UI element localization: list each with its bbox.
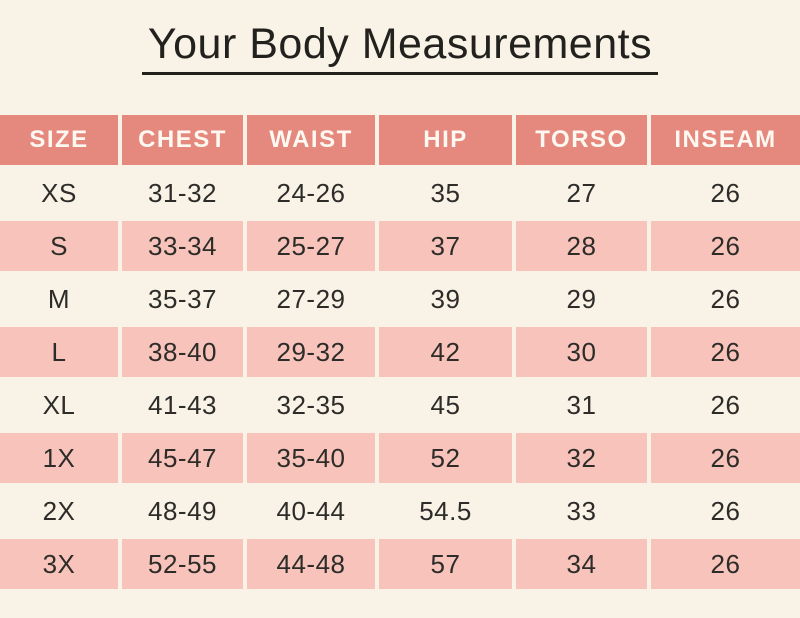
table-cell: 28 <box>516 221 647 272</box>
size-chart-page: Your Body Measurements SIZE CHEST WAIST HIP… <box>0 0 800 590</box>
table-cell: 26 <box>651 433 800 484</box>
table-cell: 44-48 <box>247 539 375 590</box>
size-label-cell: XL <box>42 389 76 420</box>
table-cell: 33 <box>566 495 597 526</box>
size-table: SIZE CHEST WAIST HIP TORSO INSEAM XS 31-32 24-26… <box>0 115 800 590</box>
size-label-cell: L <box>0 327 118 378</box>
table-cell: 32 <box>516 433 647 484</box>
table-cell: 26 <box>710 495 741 526</box>
table-cell: 26 <box>651 539 800 590</box>
page-title: Your Body Measurements <box>141 20 659 76</box>
table-cell: 27-29 <box>276 283 346 314</box>
table-cell: 45 <box>430 389 461 420</box>
table-cell: 38-40 <box>122 327 243 378</box>
title-section: Your Body Measurements <box>0 0 800 76</box>
table-cell: 31-32 <box>148 177 217 208</box>
size-label-cell: 1X <box>0 433 118 484</box>
table-cell: 29 <box>566 283 597 314</box>
table-cell: 35-37 <box>148 283 217 314</box>
table-cell: 26 <box>710 177 741 208</box>
table-cell: 57 <box>379 539 512 590</box>
table-cell: 27 <box>566 177 597 208</box>
table-cell: 40-44 <box>276 495 346 526</box>
size-label-cell: XS <box>41 177 77 208</box>
table-cell: 52 <box>379 433 512 484</box>
table-cell: 26 <box>710 283 741 314</box>
table-cell: 26 <box>651 327 800 378</box>
size-label-cell: M <box>47 283 71 314</box>
table-cell: 31 <box>566 389 597 420</box>
column-header-hip: HIP <box>379 115 512 166</box>
table-cell: 34 <box>516 539 647 590</box>
table-cell: 42 <box>379 327 512 378</box>
size-label-cell: 3X <box>0 539 118 590</box>
table-cell: 35-40 <box>247 433 375 484</box>
size-label-cell: 2X <box>42 495 76 526</box>
table-cell: 33-34 <box>122 221 243 272</box>
table-cell: 26 <box>651 221 800 272</box>
table-cell: 39 <box>430 283 461 314</box>
table-cell: 25-27 <box>247 221 375 272</box>
column-header-inseam: INSEAM <box>651 115 800 166</box>
column-header-waist: WAIST <box>247 115 375 166</box>
table-cell: 37 <box>379 221 512 272</box>
table-cell: 35 <box>430 177 461 208</box>
table-cell: 24-26 <box>276 177 346 208</box>
table-cell: 54.5 <box>419 495 472 526</box>
size-label-cell: S <box>0 221 118 272</box>
table-cell: 30 <box>516 327 647 378</box>
table-cell: 52-55 <box>122 539 243 590</box>
table-cell: 26 <box>710 389 741 420</box>
table-cell: 29-32 <box>247 327 375 378</box>
table-cell: 32-35 <box>276 389 346 420</box>
table-cell: 41-43 <box>148 389 217 420</box>
table-cell: 48-49 <box>148 495 217 526</box>
table-cell: 45-47 <box>122 433 243 484</box>
column-header-chest: CHEST <box>122 115 243 166</box>
column-header-torso: TORSO <box>516 115 647 166</box>
column-header-size: SIZE <box>0 115 118 166</box>
